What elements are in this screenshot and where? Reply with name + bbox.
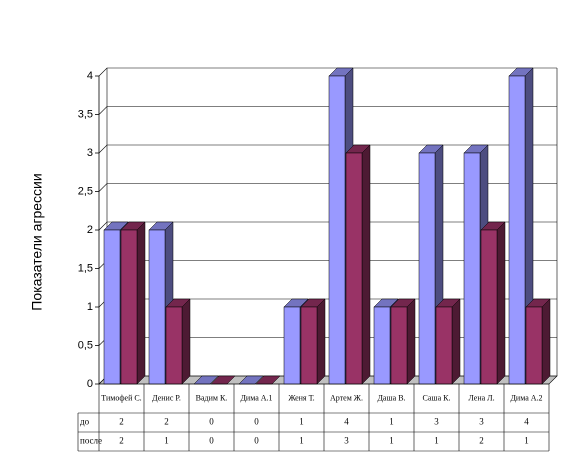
bar-front [165, 306, 183, 385]
table-value: 0 [209, 417, 214, 427]
bar [480, 221, 506, 385]
table-value: 0 [209, 436, 214, 446]
x-tick-label: Женя Т. [288, 393, 314, 402]
table-value: 3 [434, 417, 439, 427]
table-value: 1 [389, 436, 394, 446]
table-value: 2 [119, 436, 124, 446]
grid-line [98, 183, 557, 192]
x-tick-label: Дима А.2 [510, 393, 542, 402]
bar [435, 298, 461, 385]
y-tick-label: 1 [87, 301, 93, 313]
bar [165, 298, 191, 385]
table-value: 2 [479, 436, 484, 446]
bar-front [103, 229, 121, 385]
bar [345, 144, 371, 385]
y-tick-label: 0 [87, 378, 93, 390]
table-value: 1 [299, 417, 304, 427]
bar-side [316, 298, 326, 385]
table-value: 4 [524, 417, 529, 427]
table-value: 3 [479, 417, 484, 427]
bar-front [463, 152, 481, 385]
y-tick-label: 3 [87, 147, 93, 159]
y-tick-label: 2 [87, 224, 93, 236]
grid-line [98, 221, 557, 231]
y-tick-label: 4 [87, 70, 93, 82]
x-tick-label: Даша В. [377, 393, 405, 402]
table-value: 0 [254, 417, 259, 427]
bar-front [525, 306, 543, 385]
bar [525, 298, 551, 385]
x-tick-label: Денис Р. [152, 393, 181, 402]
bar-front [480, 229, 498, 385]
bar-side [496, 221, 506, 385]
bar [390, 298, 416, 385]
bar-side [406, 298, 416, 385]
table-value: 4 [344, 417, 349, 427]
bar-front [508, 75, 526, 385]
legend-label: после [80, 436, 102, 446]
table-value: 1 [389, 417, 394, 427]
bar-front [373, 306, 391, 385]
grid-line [98, 144, 557, 154]
table-value: 1 [299, 436, 304, 446]
bar [300, 298, 326, 385]
legend-label: до [80, 417, 90, 427]
x-tick-label: Лена Л. [468, 393, 494, 402]
y-tick-label: 0,5 [78, 339, 93, 351]
table-value: 1 [524, 436, 529, 446]
bar-side [181, 298, 191, 385]
table-value: 2 [119, 417, 124, 427]
bar-side [451, 298, 461, 385]
x-tick-label: Вадим К. [196, 393, 228, 402]
bar [120, 221, 146, 385]
grid-line [98, 67, 557, 77]
bar-front [345, 152, 363, 385]
x-tick-label: Тимофей С. [101, 393, 141, 402]
bar-side [136, 221, 146, 385]
bar-front [300, 306, 318, 385]
y-tick-label: 3,5 [78, 108, 93, 120]
x-tick-label: Артем Ж. [330, 393, 363, 402]
x-tick-label: Дима А.1 [240, 393, 272, 402]
table-value: 2 [164, 417, 169, 427]
y-tick-label: 1,5 [78, 262, 93, 274]
bar-side [361, 144, 371, 385]
bar-front [283, 306, 301, 385]
y-tick-label: 2,5 [78, 185, 93, 197]
bar-front [328, 75, 346, 385]
grid-line [98, 106, 557, 115]
x-tick-label: Саша К. [423, 393, 451, 402]
bar-front [148, 229, 166, 385]
bar [210, 375, 236, 385]
y-axis-title: Показатели агрессии [29, 173, 45, 310]
bar-front [435, 306, 453, 385]
bar-front [390, 306, 408, 385]
bar-front [418, 152, 436, 385]
bar-front [120, 229, 138, 385]
table-value: 0 [254, 436, 259, 446]
bar-side [541, 298, 551, 385]
table-value: 1 [434, 436, 439, 446]
table-value: 3 [344, 436, 349, 446]
table-value: 1 [164, 436, 169, 446]
